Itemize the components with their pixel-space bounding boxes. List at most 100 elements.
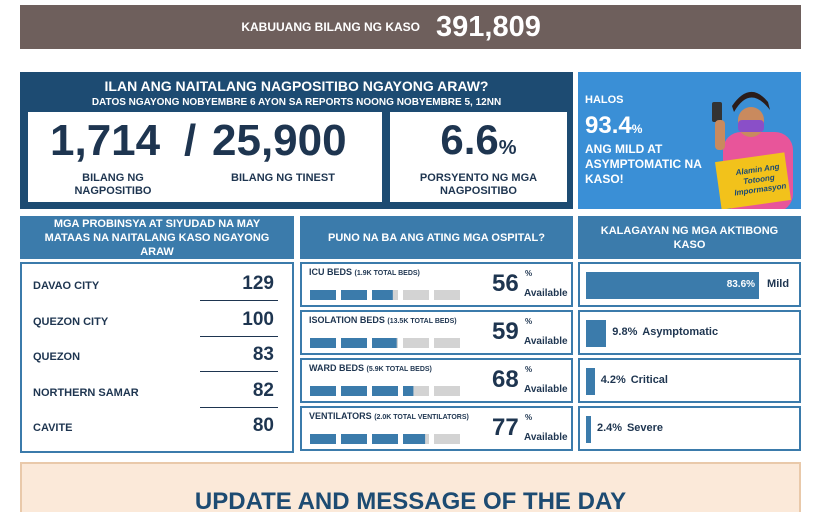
hospital-title: WARD BEDS (5.9K TOTAL BEDS) <box>309 363 432 373</box>
province-value: 100 <box>242 308 274 330</box>
icon-fill <box>372 386 398 396</box>
badge-bg <box>715 152 791 209</box>
row-divider <box>200 335 278 337</box>
hospital-icons <box>310 386 460 396</box>
slash: / <box>184 116 197 165</box>
icon-fill <box>341 338 367 348</box>
icon-empty <box>434 434 460 444</box>
status-label: 9.8% <box>612 326 638 338</box>
status-name: Asymptomatic <box>642 326 719 338</box>
hero-number: 93.4 <box>585 112 632 139</box>
hero-illustration <box>712 91 793 209</box>
status-bar <box>586 272 760 299</box>
total-value: 391,809 <box>436 11 541 43</box>
hospital-unit: % <box>525 365 533 374</box>
hero-text: ANG MILD AT ASYMPTOMATIC NA KASO! <box>585 142 702 186</box>
tested-label: BILANG NG TINEST <box>231 172 335 184</box>
icon-empty <box>434 386 460 396</box>
tested-value: 25,900 <box>212 116 347 165</box>
hospital-note: Available <box>524 384 568 395</box>
row-divider <box>200 371 278 372</box>
province-name: QUEZON <box>33 351 81 363</box>
today-subtitle: DATOS NGAYONG NOBYEMBRE 6 AYON SA REPORT… <box>91 97 502 108</box>
hospitals-header: PUNO NA BA ANG ATING MGA OSPITAL? <box>300 216 573 259</box>
hospitals-list: ICU BEDS (1.9K TOTAL BEDS) 56% Available IS… <box>300 262 573 453</box>
hospital-unit: % <box>525 269 533 278</box>
mask <box>738 120 764 132</box>
icon-fill <box>403 386 414 396</box>
status-label: 2.4% <box>596 422 623 434</box>
status-bar <box>586 320 607 347</box>
province-name: QUEZON CITY <box>33 315 109 328</box>
hospital-icons <box>310 434 460 444</box>
hospital-title: ICU BEDS (1.9K TOTAL BEDS) <box>309 267 420 277</box>
phone <box>712 102 722 122</box>
icon-fill <box>372 434 398 444</box>
rate-box: 6.6% PORSYENTO NG MGA NAGPOSITIBO <box>390 112 567 202</box>
hero-panel: HALOS 93.4% ANG MILD AT ASYMPTOMATIC NA … <box>578 72 801 209</box>
hospital-value: 59 <box>492 318 519 345</box>
hospital-unit: % <box>525 413 533 422</box>
hospital-box: ISOLATION BEDS (13.5K TOTAL BEDS) 59% Avai… <box>300 310 573 355</box>
total-bar: KABUUANG BILANG NG KASO 391,809 <box>20 5 801 49</box>
hospital-box: VENTILATORS (2.0K TOTAL VENTILATORS) 77% A… <box>300 406 573 451</box>
row-divider <box>200 406 278 408</box>
status-bar <box>586 416 591 443</box>
rate-unit: % <box>498 137 517 159</box>
hospital-total: (1.9K TOTAL BEDS) <box>354 270 420 277</box>
icon-empty <box>403 386 429 396</box>
icon-fill <box>341 434 367 444</box>
province-value: 82 <box>252 379 274 401</box>
hospital-icons <box>310 290 460 300</box>
icon-empty <box>434 290 460 300</box>
status-list: 83.6% Mild 9.8% Asymptomatic 4.2% Critical 2.4… <box>578 262 801 453</box>
hospital-value: 56 <box>492 270 519 297</box>
status-box: 9.8% Asymptomatic <box>578 310 801 355</box>
province-value: 129 <box>242 273 274 294</box>
icon-fill <box>372 338 397 348</box>
positive-label: BILANG NG NAGPOSITIBO <box>74 172 152 197</box>
hospital-note: Available <box>524 336 568 347</box>
icon-empty <box>403 338 429 348</box>
total-label: KABUUANG BILANG NG KASO <box>241 20 420 34</box>
message-title: UPDATE AND MESSAGE OF THE DAY <box>194 488 627 512</box>
icon-fill <box>341 290 367 300</box>
hero-pre: HALOS <box>585 94 624 106</box>
provinces-header: MGA PROBINSYA AT SIYUDAD NA MAY MATAAS N… <box>20 216 294 259</box>
status-header: KALAGAYAN NG MGA AKTIBONG KASO <box>578 216 801 259</box>
hospital-value: 77 <box>492 414 519 441</box>
hospital-box: ICU BEDS (1.9K TOTAL BEDS) 56% Available <box>300 262 573 307</box>
icon-fill <box>403 434 426 444</box>
message-box: UPDATE AND MESSAGE OF THE DAY <box>20 462 801 512</box>
icon-fill <box>310 290 336 300</box>
hospital-name: ICU BEDS <box>309 267 353 277</box>
row-divider <box>200 300 278 301</box>
positive-value: 1,714 <box>50 116 161 165</box>
count-box: 1,714 / 25,900 BILANG NG NAGPOSITIBO BIL… <box>28 112 382 202</box>
hospital-name: ISOLATION BEDS <box>309 315 385 325</box>
hospital-title: VENTILATORS (2.0K TOTAL VENTILATORS) <box>309 411 469 421</box>
province-value: 83 <box>252 344 274 365</box>
status-box: 83.6% Mild <box>578 262 801 307</box>
hospital-value: 68 <box>492 366 519 393</box>
status-bar <box>586 368 595 395</box>
icon-fill <box>310 338 336 348</box>
status-name: Severe <box>626 422 664 434</box>
today-title: ILAN ANG NAITALANG NAGPOSITIBO NGAYONG A… <box>104 78 489 94</box>
hair <box>732 91 770 112</box>
province-name: DAVAO CITY <box>33 280 100 292</box>
icon-fill <box>310 386 336 396</box>
hospital-icons <box>310 338 460 348</box>
hospital-name: WARD BEDS <box>309 363 365 373</box>
status-name: Critical <box>630 374 668 386</box>
icon-fill <box>372 290 393 300</box>
hospital-total: (2.0K TOTAL VENTILATORS) <box>374 414 469 421</box>
hospital-title: ISOLATION BEDS (13.5K TOTAL BEDS) <box>309 315 457 325</box>
hospital-unit: % <box>525 317 533 326</box>
province-value: 80 <box>252 415 274 436</box>
rate-number: 6.6 <box>440 116 499 163</box>
hospital-note: Available <box>524 432 568 443</box>
hospital-total: (5.9K TOTAL BEDS) <box>366 366 432 373</box>
icon-fill <box>310 434 336 444</box>
